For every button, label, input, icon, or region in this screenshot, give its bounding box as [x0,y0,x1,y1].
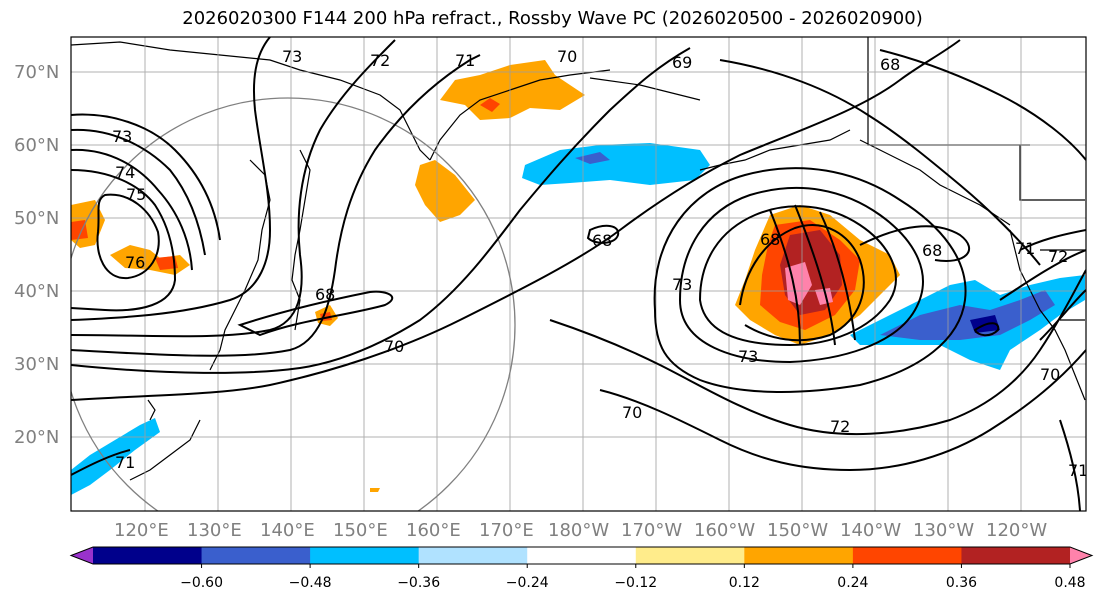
lat-label: 40°N [14,281,59,302]
contour-label: 69 [672,53,692,72]
colorbar-extend-max [1070,547,1092,564]
lon-label: 160°E [406,520,461,541]
contour-label: 68 [760,230,780,249]
lon-label: 170°W [621,520,682,541]
reference-circle [71,97,516,511]
colorbar: −0.60 −0.48 −0.36 −0.24 −0.12 0.12 0.24 0.36 0.4… [69,546,1094,591]
colorbar-segment [201,547,311,564]
contours [71,37,1086,511]
contour-label: 70 [622,403,642,422]
colorbar-tick-label: 0.36 [946,575,977,591]
contour-label: 73 [738,347,758,366]
contour-label: 71 [1015,239,1035,258]
colorbar-extend-min [71,547,93,564]
lon-label: 120°W [986,520,1047,541]
lon-label: 140°W [840,520,901,541]
colorbar-tick-label: −0.12 [614,575,657,591]
latitude-labels: 70°N 60°N 50°N 40°N 30°N 20°N [14,62,59,448]
colorbar-tick-label: 0.12 [729,575,760,591]
lon-label: 120°E [114,520,169,541]
lon-label: 150°W [767,520,828,541]
colorbar-segment [310,547,420,564]
lon-label: 130°E [187,520,242,541]
colorbar-ticks: −0.60 −0.48 −0.36 −0.24 −0.12 0.12 0.24 0.36 0.4… [180,564,1086,591]
anomaly-shading [71,60,1085,495]
colorbar-tick-label: −0.60 [180,575,223,591]
contour-label: 71 [115,453,135,472]
lon-label: 130°W [913,520,974,541]
contour-label: 70 [557,47,577,66]
plot-border [70,36,1087,512]
contour-label: 70 [384,337,404,356]
contour-label: 68 [315,285,335,304]
contour-label: 71 [1068,461,1088,480]
lon-label: 140°E [260,520,315,541]
lat-label: 30°N [14,354,59,375]
contour-label: 68 [880,55,900,74]
colorbar-segment [635,547,745,564]
colorbar-segment [961,547,1071,564]
colorbar-segments [69,546,1094,565]
colorbar-tick-label: −0.36 [397,575,440,591]
plot-area [71,37,1086,511]
colorbar-segment [527,547,637,564]
lat-label: 20°N [14,427,59,448]
colorbar-tick-label: −0.24 [506,575,549,591]
contour-label: 73 [282,47,302,66]
anomaly-positive-kuril [415,160,475,222]
lat-label: 70°N [14,62,59,83]
contour-label: 72 [1048,247,1068,266]
contour-label: 72 [370,51,390,70]
colorbar-segment [852,547,962,564]
lon-label: 160°W [694,520,755,541]
contour-label: 75 [126,185,146,204]
lat-label: 60°N [14,135,59,156]
contour-label: 73 [112,127,132,146]
contour-label: 73 [672,275,692,294]
colorbar-tick-label: −0.48 [289,575,332,591]
contour-label: 76 [125,253,145,272]
lon-label: 180°W [548,520,609,541]
contour-label: 72 [830,417,850,436]
colorbar-segment [744,547,854,564]
lon-label: 150°E [333,520,388,541]
colorbar-tick-label: 0.24 [837,575,868,591]
lon-label: 170°E [479,520,534,541]
gridlines [71,37,1086,511]
lat-label: 50°N [14,208,59,229]
contour-label: 68 [922,241,942,260]
contour-label: 71 [455,51,475,70]
colorbar-tick-label: 0.48 [1054,575,1085,591]
contour-label: 70 [1040,365,1060,384]
contour-labels: 73 72 71 70 69 68 73 74 75 76 68 68 70 7… [112,47,1088,480]
anomaly-positive-north [440,60,585,120]
longitude-labels: 120°E 130°E 140°E 150°E 160°E 170°E 180°… [114,520,1047,541]
contour-label: 74 [115,163,135,182]
colorbar-outline [69,546,1094,565]
colorbar-segment [93,547,203,564]
map-title: 2026020300 F144 200 hPa refract., Rossby… [182,8,923,29]
contour-label: 68 [592,231,612,250]
colorbar-segment [418,547,528,564]
